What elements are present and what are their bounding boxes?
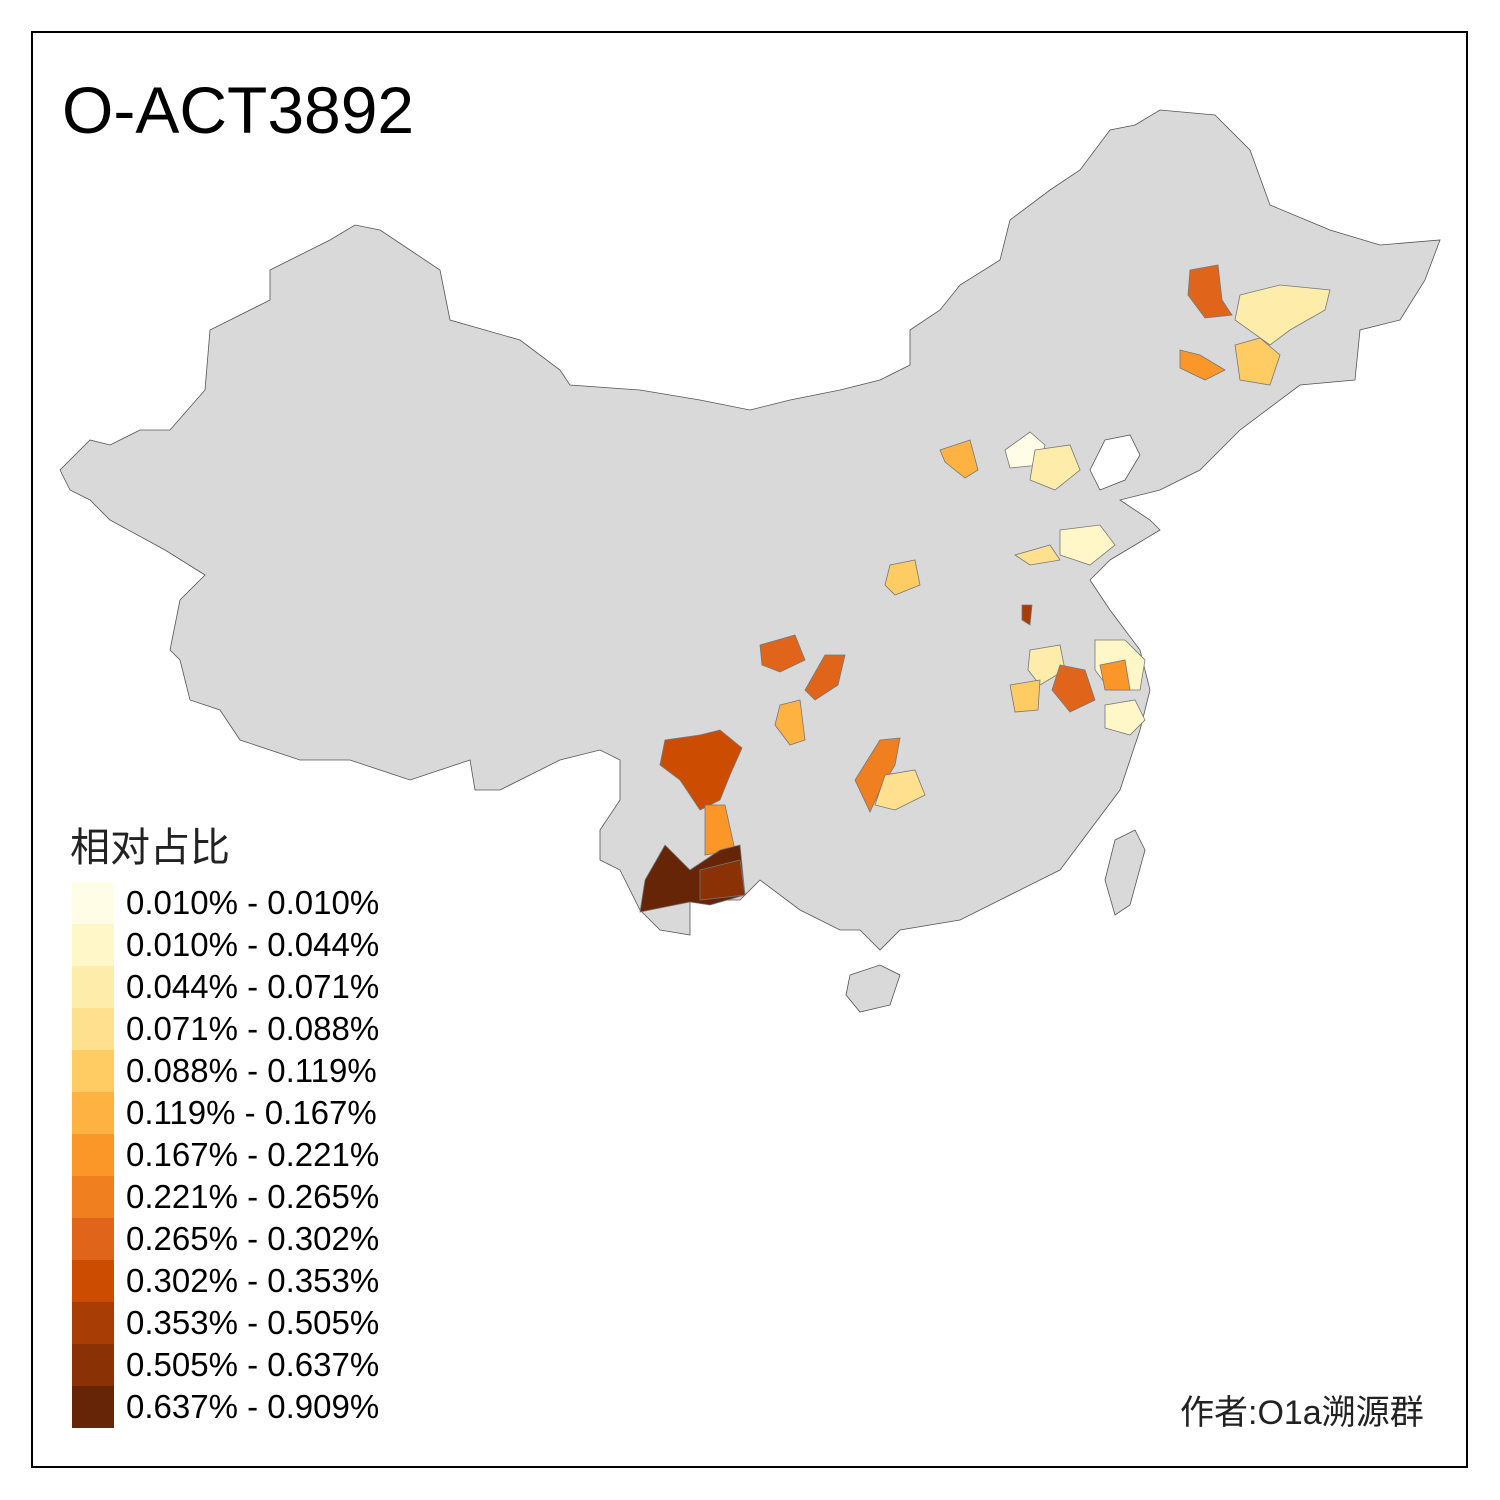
legend-swatch	[72, 1008, 114, 1050]
legend-swatch	[72, 1386, 114, 1428]
region-class-3	[874, 769, 926, 811]
legend-item: 0.302% - 0.353%	[72, 1260, 379, 1302]
legend-label: 0.265% - 0.302%	[126, 1220, 380, 1257]
region-class-4	[1009, 679, 1041, 713]
map-frame	[31, 31, 1468, 1468]
author-credit: 作者:O1a溯源群	[1180, 1394, 1424, 1432]
hainan-island	[845, 964, 901, 1013]
legend-item: 0.071% - 0.088%	[72, 1008, 379, 1050]
region-class-5	[774, 699, 806, 746]
region-class-8	[1051, 664, 1096, 713]
region-class-4	[884, 559, 921, 596]
legend-item: 0.505% - 0.637%	[72, 1344, 379, 1386]
legend-swatch	[72, 882, 114, 924]
region-class-3	[1014, 544, 1061, 566]
legend-label: 0.353% - 0.505%	[126, 1304, 380, 1341]
legend-swatch	[72, 1344, 114, 1386]
region-class-10	[1021, 604, 1033, 626]
legend-label: 0.071% - 0.088%	[126, 1010, 380, 1047]
legend-swatch	[72, 1302, 114, 1344]
legend-swatch	[72, 924, 114, 966]
legend-label: 0.167% - 0.221%	[126, 1136, 380, 1173]
region-class-5	[939, 439, 979, 479]
region-class-4	[1234, 337, 1281, 386]
legend-label: 0.505% - 0.637%	[126, 1346, 380, 1383]
legend-swatch	[72, 1218, 114, 1260]
region-class-8	[1187, 264, 1233, 319]
legend-item: 0.167% - 0.221%	[72, 1134, 379, 1176]
legend-label: 0.010% - 0.010%	[126, 884, 380, 921]
legend-item: 0.010% - 0.010%	[72, 882, 379, 924]
legend-swatch	[72, 966, 114, 1008]
region-class-11	[699, 859, 746, 901]
legend-item: 0.637% - 0.909%	[72, 1386, 379, 1428]
legend-label: 0.119% - 0.167%	[126, 1094, 377, 1131]
legend-label: 0.088% - 0.119%	[126, 1052, 377, 1089]
bohai-sea	[1089, 434, 1141, 491]
legend-swatch	[72, 1134, 114, 1176]
legend-label: 0.044% - 0.071%	[126, 968, 380, 1005]
china-mainland	[59, 109, 1441, 951]
region-class-1	[1104, 699, 1146, 736]
legend-label: 0.637% - 0.909%	[126, 1388, 380, 1425]
region-class-6	[1179, 349, 1226, 381]
legend-item: 0.044% - 0.071%	[72, 966, 379, 1008]
legend-item: 0.119% - 0.167%	[72, 1092, 377, 1134]
legend-label: 0.302% - 0.353%	[126, 1262, 380, 1299]
region-class-1	[1059, 524, 1116, 566]
region-class-9	[659, 729, 743, 811]
region-class-8	[759, 634, 806, 673]
legend-swatch	[72, 1176, 114, 1218]
legend-label: 0.010% - 0.044%	[126, 926, 380, 963]
legend-item: 0.010% - 0.044%	[72, 924, 379, 966]
legend-swatch	[72, 1050, 114, 1092]
region-class-2	[1027, 644, 1066, 686]
legend-item: 0.088% - 0.119%	[72, 1050, 377, 1092]
legend-swatch	[72, 1092, 114, 1134]
taiwan-island	[1104, 829, 1146, 916]
region-class-2	[1234, 284, 1331, 346]
legend-title: 相对占比	[70, 826, 230, 870]
legend-item: 0.221% - 0.265%	[72, 1176, 379, 1218]
legend-item: 0.353% - 0.505%	[72, 1302, 379, 1344]
region-class-8	[804, 654, 846, 701]
legend-label: 0.221% - 0.265%	[126, 1178, 380, 1215]
legend-swatch	[72, 1260, 114, 1302]
region-class-2	[1029, 444, 1081, 491]
legend-item: 0.265% - 0.302%	[72, 1218, 379, 1260]
region-class-6	[1099, 659, 1131, 691]
map-title: O-ACT3892	[62, 73, 415, 147]
